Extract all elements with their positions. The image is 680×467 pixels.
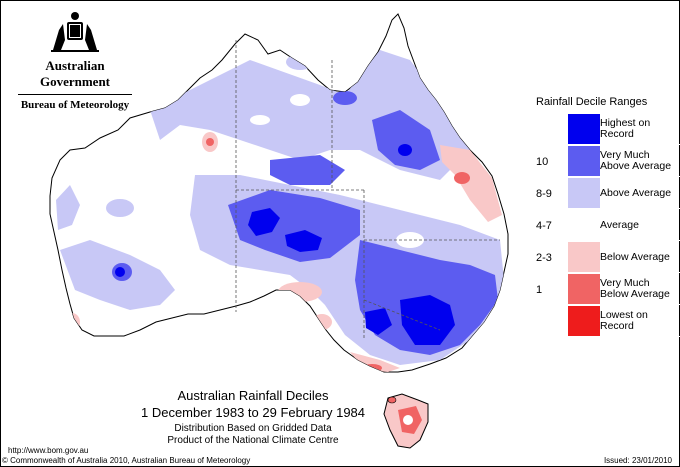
legend-code: 2-3 — [536, 252, 552, 264]
legend-code — [536, 114, 564, 146]
legend-item: 10 Very Much Above Average — [536, 146, 680, 178]
legend-swatch: Highest on Record — [568, 114, 680, 145]
very-much-below-vic — [362, 364, 382, 372]
legend-swatch: Below Average — [568, 242, 680, 273]
government-title: Australian Government — [39, 58, 111, 89]
legend-label: Average — [600, 218, 639, 231]
government-logo: Australian Government Bureau of Meteorol… — [12, 10, 138, 111]
above-average-wa-coast — [56, 185, 80, 230]
state-borders — [235, 40, 500, 340]
very-much-above-nt — [270, 155, 345, 185]
legend-label: Highest on Record — [600, 117, 651, 140]
legend-swatch: Lowest on Record — [568, 306, 680, 337]
highest-record-se2 — [365, 308, 392, 335]
legend-item: 4-7 Average — [536, 210, 680, 242]
legend-item: Lowest on Record — [536, 306, 680, 338]
legend-swatch: Very Much Above Average — [568, 146, 680, 177]
legend-swatch: Average — [568, 210, 680, 241]
very-much-above-central — [228, 190, 360, 262]
copyright-text: © Commonwealth of Australia 2010, Austra… — [2, 456, 251, 465]
highest-record-central-a — [248, 208, 280, 236]
bureau-title: Bureau of Meteorology — [20, 99, 130, 111]
below-average-sa2 — [312, 314, 332, 330]
logo-divider — [18, 94, 132, 95]
website-link[interactable]: http://www.bom.gov.au — [8, 446, 89, 455]
legend-swatch: Very Much Below Average — [568, 274, 680, 305]
legend-item: 1 Very Much Below Average — [536, 274, 680, 306]
legend-label: Below Average — [600, 250, 670, 263]
legend-item: 8-9 Above Average — [536, 178, 680, 210]
legend-title: Rainfall Decile Ranges — [536, 96, 648, 108]
coat-of-arms-icon — [51, 12, 99, 52]
legend-label: Lowest on Record — [600, 309, 648, 332]
map-period: 1 December 1983 to 29 February 1984 — [140, 405, 366, 420]
highest-record-wa — [115, 267, 125, 277]
very-much-above-qld — [372, 110, 440, 170]
legend-code: 1 — [536, 284, 543, 296]
highest-record-central-b — [285, 230, 322, 252]
legend-code: 8-9 — [536, 188, 552, 200]
below-average-sa — [278, 282, 322, 302]
map-product: Product of the National Climate Centre — [167, 435, 339, 446]
legend-code: 10 — [536, 156, 549, 168]
issued-date: Issued: 23/01/2010 — [603, 456, 672, 465]
legend-label: Above Average — [600, 186, 672, 199]
map-subtitle: Distribution Based on Gridded Data — [174, 423, 332, 434]
legend-code — [536, 306, 564, 338]
below-average-qld-coast — [440, 145, 502, 222]
below-average-sw — [64, 313, 80, 331]
highest-record-qld — [398, 144, 412, 156]
legend-label: Very Much Below Average — [600, 277, 670, 300]
very-much-above-north — [333, 91, 357, 105]
legend-label: Very Much Above Average — [600, 149, 672, 172]
above-average-pilbara — [106, 199, 134, 217]
map-title: Australian Rainfall Deciles — [177, 388, 329, 403]
legend-item: 2-3 Below Average — [536, 242, 680, 274]
legend-code: 4-7 — [536, 220, 552, 232]
highest-record-se — [400, 295, 455, 345]
legend-item: Highest on Record — [536, 114, 680, 146]
very-much-below-qld — [454, 172, 470, 184]
legend-swatch: Above Average — [568, 178, 680, 209]
very-much-below-wa — [206, 138, 214, 146]
